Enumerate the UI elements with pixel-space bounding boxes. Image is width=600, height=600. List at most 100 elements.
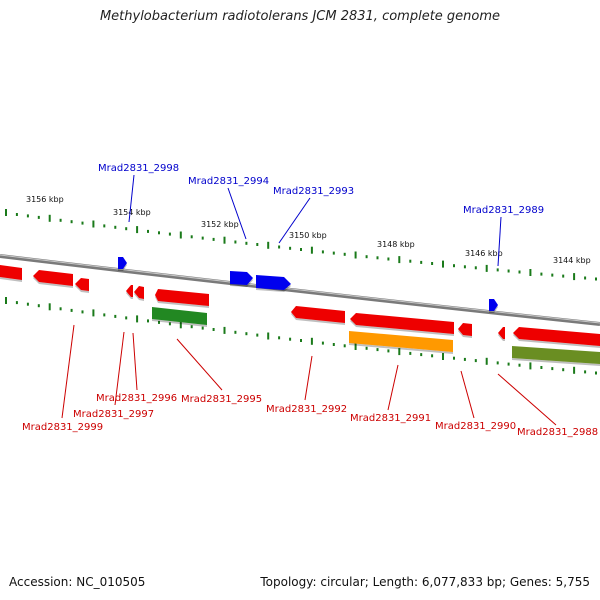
scale-tick — [496, 268, 499, 272]
scale-tick — [48, 303, 51, 311]
scale-tick — [463, 265, 466, 269]
scale-tick — [584, 276, 587, 280]
gene-bar-olive[interactable] — [512, 346, 600, 364]
scale-tick — [573, 366, 576, 374]
gene-arrow[interactable] — [33, 270, 73, 286]
scale-tick — [125, 227, 128, 231]
scale-tick — [442, 260, 444, 268]
scale-tick — [147, 229, 149, 233]
scale-label: 3146 kbp — [465, 249, 503, 258]
scale-tick — [398, 348, 401, 356]
scale-tick — [496, 361, 499, 365]
scale-tick — [179, 231, 182, 239]
scale-tick — [158, 320, 160, 324]
gene-arrow[interactable] — [350, 313, 454, 334]
gene-arrow[interactable] — [230, 271, 253, 285]
scale-tick — [431, 262, 434, 265]
scale-tick — [474, 266, 477, 270]
gene-arrow[interactable] — [458, 323, 472, 336]
gene-arrow[interactable] — [498, 327, 505, 339]
scale-tick — [300, 339, 302, 342]
gene-label[interactable]: Mrad2831_2997 — [73, 409, 154, 420]
gene-label[interactable]: Mrad2831_2993 — [273, 186, 354, 197]
scale-ticks-bottom — [5, 297, 597, 375]
scale-tick — [267, 332, 270, 340]
scale-tick — [310, 246, 313, 254]
scale-tick — [234, 330, 237, 334]
scale-tick — [540, 272, 543, 276]
scale-tick — [420, 353, 423, 357]
gene-label[interactable]: Mrad2831_2996 — [96, 393, 177, 404]
scale-tick — [37, 215, 40, 219]
bottom-label-leaders — [61, 324, 557, 426]
scale-tick — [409, 351, 412, 355]
leader-line — [278, 197, 311, 244]
gene-label[interactable]: Mrad2831_2995 — [181, 394, 262, 405]
scale-tick — [70, 308, 73, 312]
leader-line — [227, 187, 247, 240]
gene-arrow[interactable] — [0, 265, 22, 280]
scale-tick — [518, 270, 521, 274]
top-gene-labels: Mrad2831_2998 Mrad2831_2994 Mrad2831_299… — [98, 163, 544, 216]
scale-tick — [354, 251, 357, 259]
gene-arrow[interactable] — [256, 275, 291, 290]
scale-tick — [70, 220, 73, 224]
gene-label[interactable]: Mrad2831_2991 — [350, 413, 431, 424]
scale-tick — [5, 297, 7, 304]
gene-arrow[interactable] — [513, 327, 600, 346]
scale-tick — [26, 214, 29, 218]
scale-tick — [365, 255, 368, 259]
scale-tick — [354, 343, 357, 350]
scale-tick — [595, 371, 597, 375]
scale-tick — [168, 232, 171, 236]
scale-label: 3144 kbp — [553, 256, 591, 265]
scale-tick — [584, 370, 587, 374]
scale-tick — [409, 259, 412, 263]
gene-label[interactable]: Mrad2831_2990 — [435, 421, 516, 432]
scale-tick — [278, 336, 281, 340]
scale-label: 3152 kbp — [201, 220, 239, 229]
genome-backbone — [0, 254, 600, 326]
scale-tick — [332, 343, 335, 346]
gene-arrow[interactable] — [291, 306, 345, 323]
scale-tick — [376, 256, 379, 260]
scale-tick — [245, 332, 248, 336]
gene-label[interactable]: Mrad2831_2994 — [188, 176, 269, 187]
gene-label[interactable]: Mrad2831_2992 — [266, 404, 347, 415]
scale-tick — [562, 368, 565, 372]
scale-tick — [507, 269, 510, 273]
scale-tick — [551, 367, 554, 371]
scale-tick — [201, 236, 204, 240]
gene-arrow[interactable] — [75, 278, 89, 291]
scale-tick — [332, 251, 335, 255]
leader-line — [176, 338, 223, 391]
gene-bar-orange[interactable] — [349, 331, 453, 352]
scale-label: 3148 kbp — [377, 240, 415, 249]
scale-tick — [15, 213, 18, 216]
gene-arrow[interactable] — [118, 257, 127, 269]
gene-arrow[interactable] — [134, 286, 144, 299]
reverse-genes — [0, 265, 600, 346]
scale-tick — [595, 277, 597, 281]
scale-tick — [212, 237, 215, 241]
scale-tick — [529, 269, 532, 276]
forward-genes — [118, 257, 498, 311]
gene-label[interactable]: Mrad2831_2988 — [517, 427, 598, 438]
scale-tick — [289, 337, 292, 341]
scale-tick — [321, 341, 324, 345]
gene-label[interactable]: Mrad2831_2999 — [22, 422, 103, 433]
gene-label[interactable]: Mrad2831_2998 — [98, 163, 179, 174]
gene-arrow[interactable] — [126, 285, 133, 297]
gene-arrow[interactable] — [155, 289, 209, 306]
scale-tick — [103, 313, 106, 317]
gene-label[interactable]: Mrad2831_2989 — [463, 205, 544, 216]
gene-arrow[interactable] — [489, 299, 498, 311]
bottom-gene-labels: Mrad2831_2999 Mrad2831_2997 Mrad2831_299… — [22, 393, 598, 438]
gene-bar-green[interactable] — [152, 307, 207, 325]
scale-tick — [92, 220, 95, 228]
scale-tick — [321, 250, 324, 254]
scale-label: 3154 kbp — [113, 208, 151, 217]
scale-tick — [158, 231, 160, 235]
scale-tick — [136, 226, 139, 234]
